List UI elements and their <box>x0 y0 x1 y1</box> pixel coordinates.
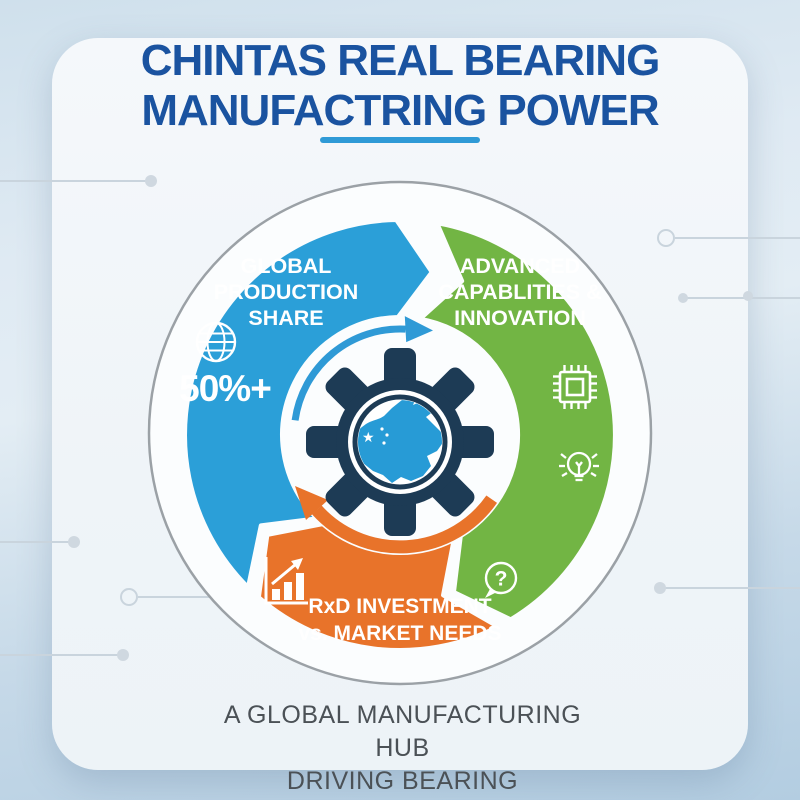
label-line: RxD INVESTMENT <box>308 595 492 618</box>
footer-caption: A GLOBAL MANUFACTURING HUB DRIVING BEARI… <box>195 699 610 800</box>
label-line: ADVANCED <box>459 254 581 278</box>
china-map: ★ <box>358 400 442 483</box>
label-line: GLOBAL <box>240 254 332 278</box>
gear-icon: ★ <box>306 348 494 536</box>
page-title: CHINTAS REAL BEARING MANUFACTRING POWER <box>60 36 740 136</box>
segment-label-global-production-share: GLOBAL PRODUCTION SHARE <box>191 253 381 332</box>
segment-global-production-share <box>183 218 434 589</box>
production-share-value: 50%+ <box>179 368 272 409</box>
segment-label-rd-investment: RxD INVESTMENT vs. MARKET NEEDS <box>290 593 510 648</box>
label-line: INNOVATION <box>454 306 586 331</box>
title-underline <box>320 137 480 143</box>
segment-advanced-capabilities <box>418 221 617 622</box>
label-line: SHARE <box>248 306 324 331</box>
footer-caption-line2: DRIVING BEARING TECHNOLOGY. <box>286 767 519 795</box>
page-title-line1: CHINTAS REAL BEARING <box>140 36 661 85</box>
globe-icon <box>195 321 237 363</box>
label-line: vs. MARKET NEEDS <box>298 622 502 646</box>
label-line: CAPABLITIES & <box>438 280 602 305</box>
page-title-line2: MANUFACTRING POWER <box>141 86 659 136</box>
bar-chart-icon <box>264 557 308 605</box>
flag-star-icon: ★ <box>362 429 375 445</box>
blue-flow-arrow <box>291 316 433 421</box>
question-icon: ? <box>484 561 518 598</box>
footer-caption-line1: A GLOBAL MANUFACTURING HUB <box>223 701 582 762</box>
question-mark-glyph: ? <box>495 568 508 591</box>
segment-label-advanced-capabilities: ADVANCED CAPABLITIES & INNOVATION <box>425 253 615 332</box>
label-line: PRODUCTION <box>213 280 359 305</box>
chip-icon <box>553 365 597 409</box>
orange-flow-arrow <box>295 486 498 554</box>
lightbulb-icon <box>559 451 599 482</box>
